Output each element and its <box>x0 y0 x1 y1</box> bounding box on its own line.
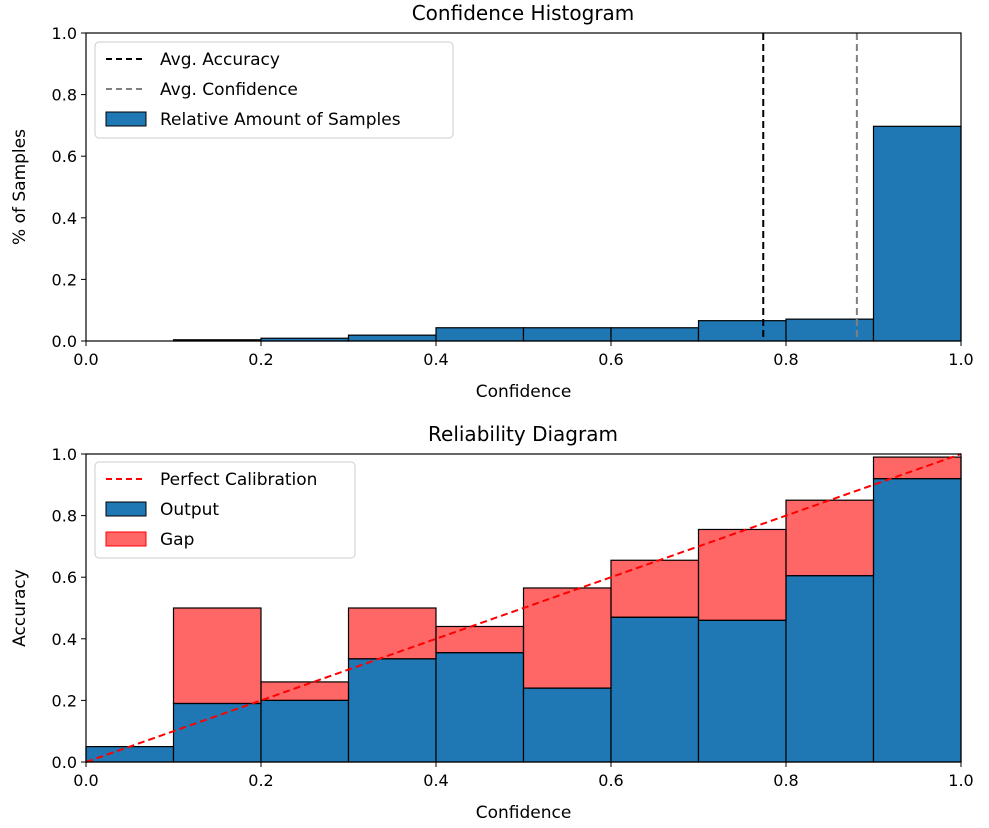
y-tick-label: 0.4 <box>52 209 77 228</box>
y-tick-label: 0.6 <box>52 147 77 166</box>
x-axis-ticks: 0.0 0.2 0.4 0.6 0.8 1.0 <box>73 762 974 790</box>
average-lines <box>762 33 858 341</box>
y-tick-label: 0.2 <box>52 691 77 710</box>
x-axis-label: Confidence <box>476 803 572 823</box>
y-tick-label: 0.0 <box>52 753 77 772</box>
plot-frame <box>85 32 962 342</box>
gap-bar <box>172 607 262 705</box>
perfect-calibration-line <box>85 453 962 763</box>
x-tick-label: 0.0 <box>73 350 98 369</box>
output-bar <box>172 702 262 763</box>
y-tick-label: 0.4 <box>52 630 77 649</box>
legend-box <box>94 461 356 559</box>
output-bar <box>785 575 875 763</box>
output-bar <box>260 699 350 763</box>
x-tick-label: 0.4 <box>423 771 448 790</box>
gap-bar <box>610 559 700 618</box>
gap-bar <box>347 607 437 660</box>
histogram-bar <box>697 320 787 342</box>
output-bar <box>697 619 787 763</box>
legend-label-avg-confidence: Avg. Confidence <box>160 80 298 100</box>
x-tick-label: 0.0 <box>73 771 98 790</box>
legend-label-output: Output <box>160 500 219 520</box>
y-axis-label: % of Samples <box>10 129 30 245</box>
x-tick-label: 1.0 <box>948 350 973 369</box>
output-bar <box>85 745 175 763</box>
y-tick-label: 0.8 <box>52 86 77 105</box>
histogram-bar <box>522 327 612 342</box>
chart-title: Reliability Diagram <box>428 422 618 446</box>
reliability-diagram-chart: Reliability Diagram 0.0 0.2 0.4 0.6 0.8 1.0 0… <box>10 422 974 823</box>
y-tick-label: 1.0 <box>52 24 77 43</box>
chart-title: Confidence Histogram <box>412 1 635 25</box>
y-tick-label: 0.8 <box>52 507 77 526</box>
x-axis-label: Confidence <box>476 382 572 402</box>
histogram-bar <box>785 318 875 342</box>
legend-swatch-output <box>105 501 147 517</box>
x-tick-label: 0.2 <box>248 350 273 369</box>
y-tick-label: 0.2 <box>52 270 77 289</box>
histogram-bar <box>872 125 962 342</box>
gap-bar <box>785 499 875 577</box>
legend-box <box>94 41 454 139</box>
legend-label-relative-amount: Relative Amount of Samples <box>160 110 401 130</box>
y-axis-ticks: 0.0 0.2 0.4 0.6 0.8 1.0 <box>52 445 86 772</box>
legend: Perfect Calibration Output Gap <box>94 461 356 559</box>
y-tick-label: 0.6 <box>52 568 77 587</box>
legend-label-gap: Gap <box>160 530 194 550</box>
output-bar <box>610 616 700 763</box>
legend-swatch-gap <box>105 531 147 547</box>
y-tick-label: 1.0 <box>52 445 77 464</box>
histogram-bar <box>347 334 437 342</box>
x-tick-label: 0.8 <box>773 350 798 369</box>
x-tick-label: 0.4 <box>423 350 448 369</box>
legend: Avg. Accuracy Avg. Confidence Relative A… <box>94 41 454 139</box>
legend-label-avg-accuracy: Avg. Accuracy <box>160 50 280 70</box>
gap-bar <box>435 625 525 654</box>
x-tick-label: 1.0 <box>948 771 973 790</box>
output-bar <box>435 652 525 763</box>
x-tick-label: 0.2 <box>248 771 273 790</box>
y-axis-ticks: 0.0 0.2 0.4 0.6 0.8 1.0 <box>52 24 86 351</box>
gap-bar <box>697 528 787 621</box>
gap-bar <box>522 587 612 689</box>
legend-swatch-relative-amount <box>105 111 147 127</box>
histogram-bars <box>172 125 962 342</box>
x-tick-label: 0.8 <box>773 771 798 790</box>
gap-bar <box>872 456 962 480</box>
y-tick-label: 0.0 <box>52 332 77 351</box>
x-tick-label: 0.6 <box>598 350 623 369</box>
output-bar <box>872 478 962 763</box>
histogram-bar <box>435 327 525 342</box>
legend-label-perfect-calibration: Perfect Calibration <box>160 470 317 490</box>
confidence-histogram-chart: Confidence Histogram 0.0 0.2 0.4 0.6 0.8 1.0 … <box>10 1 974 402</box>
histogram-bar <box>610 327 700 342</box>
x-tick-label: 0.6 <box>598 771 623 790</box>
reliability-bars <box>85 456 962 763</box>
plot-frame <box>85 453 962 763</box>
y-axis-label: Accuracy <box>10 569 30 647</box>
gap-bar <box>260 681 350 701</box>
x-axis-ticks: 0.0 0.2 0.4 0.6 0.8 1.0 <box>73 341 974 369</box>
output-bar <box>522 687 612 763</box>
output-bar <box>347 658 437 763</box>
